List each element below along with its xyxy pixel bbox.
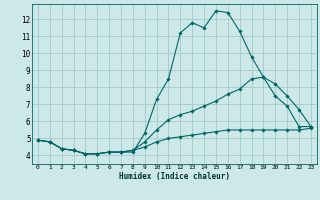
X-axis label: Humidex (Indice chaleur): Humidex (Indice chaleur) (119, 172, 230, 181)
